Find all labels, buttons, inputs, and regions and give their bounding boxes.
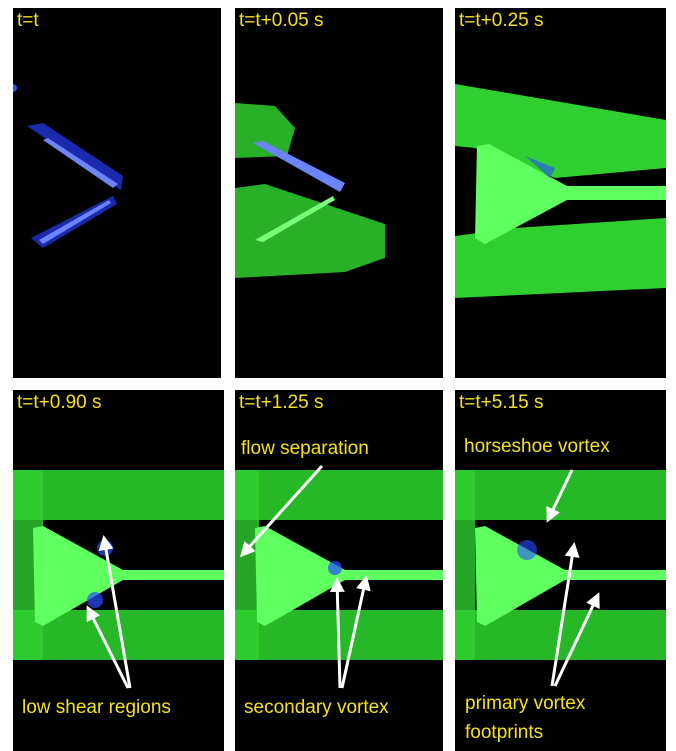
annotation-footprints: footprints (465, 722, 544, 743)
panel-t0: t=t (13, 8, 221, 378)
annotation-low-shear: low shear regions (22, 697, 171, 718)
panel-t025: t=t+0.25 s (455, 8, 666, 378)
panel-t090-label: t=t+0.90 s (17, 392, 102, 413)
annotation-flow-separation: flow separation (241, 438, 369, 459)
panel-t025-image (455, 84, 666, 298)
panel-t005-label: t=t+0.05 s (239, 10, 324, 31)
panel-t005: t=t+0.05 s (235, 8, 443, 378)
annotation-primary-vortex: primary vortex (465, 693, 586, 714)
panel-t025-label: t=t+0.25 s (459, 10, 544, 31)
panel-t515-label: t=t+5.15 s (459, 392, 544, 413)
panel-t005-image (235, 103, 385, 278)
panel-t125-label: t=t+1.25 s (239, 392, 324, 413)
annotation-secondary-vortex: secondary vortex (244, 697, 389, 718)
annotation-horseshoe-vortex: horseshoe vortex (464, 436, 610, 457)
panel-t0-label: t=t (17, 10, 39, 31)
panel-t0-image (13, 84, 123, 248)
